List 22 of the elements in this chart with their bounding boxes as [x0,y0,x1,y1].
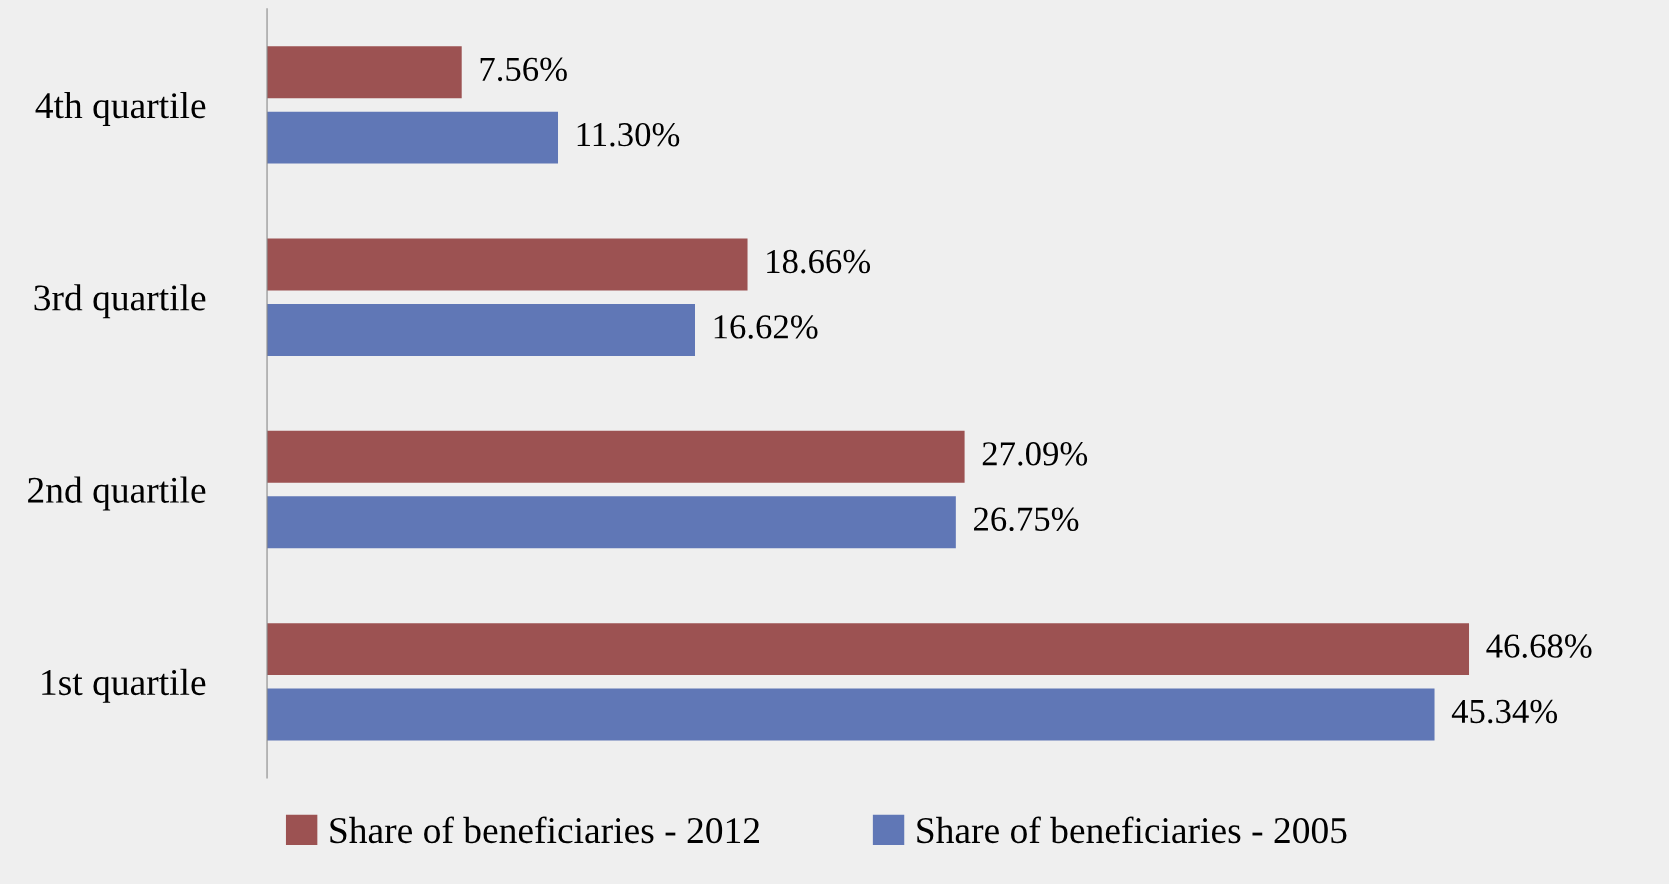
bar [267,303,695,356]
legend-label: Share of beneficiaries - 2005 [917,816,1347,844]
bar [267,688,1435,741]
data-label: 16.62% [714,315,818,339]
y-tick-label: 3rd quartile [34,284,206,319]
y-tick-label: 1st quartile [42,668,206,703]
y-tick-label: 4th quartile [35,91,206,126]
legend-label: Share of beneficiaries - 2012 [330,816,759,844]
bar [267,496,956,549]
data-label: 11.30% [577,122,680,147]
bar [267,238,748,291]
data-label: 46.68% [1486,634,1592,658]
bar [267,111,559,164]
data-label: 27.09% [982,442,1088,466]
data-label: 7.56% [480,57,567,82]
y-tick-label: 2nd quartile [28,476,206,511]
data-label: 26.75% [974,507,1079,532]
bar [267,46,462,99]
bar [267,430,965,483]
data-label: 45.34% [1451,699,1558,724]
bar [267,623,1470,676]
data-label: 18.66% [767,249,871,274]
